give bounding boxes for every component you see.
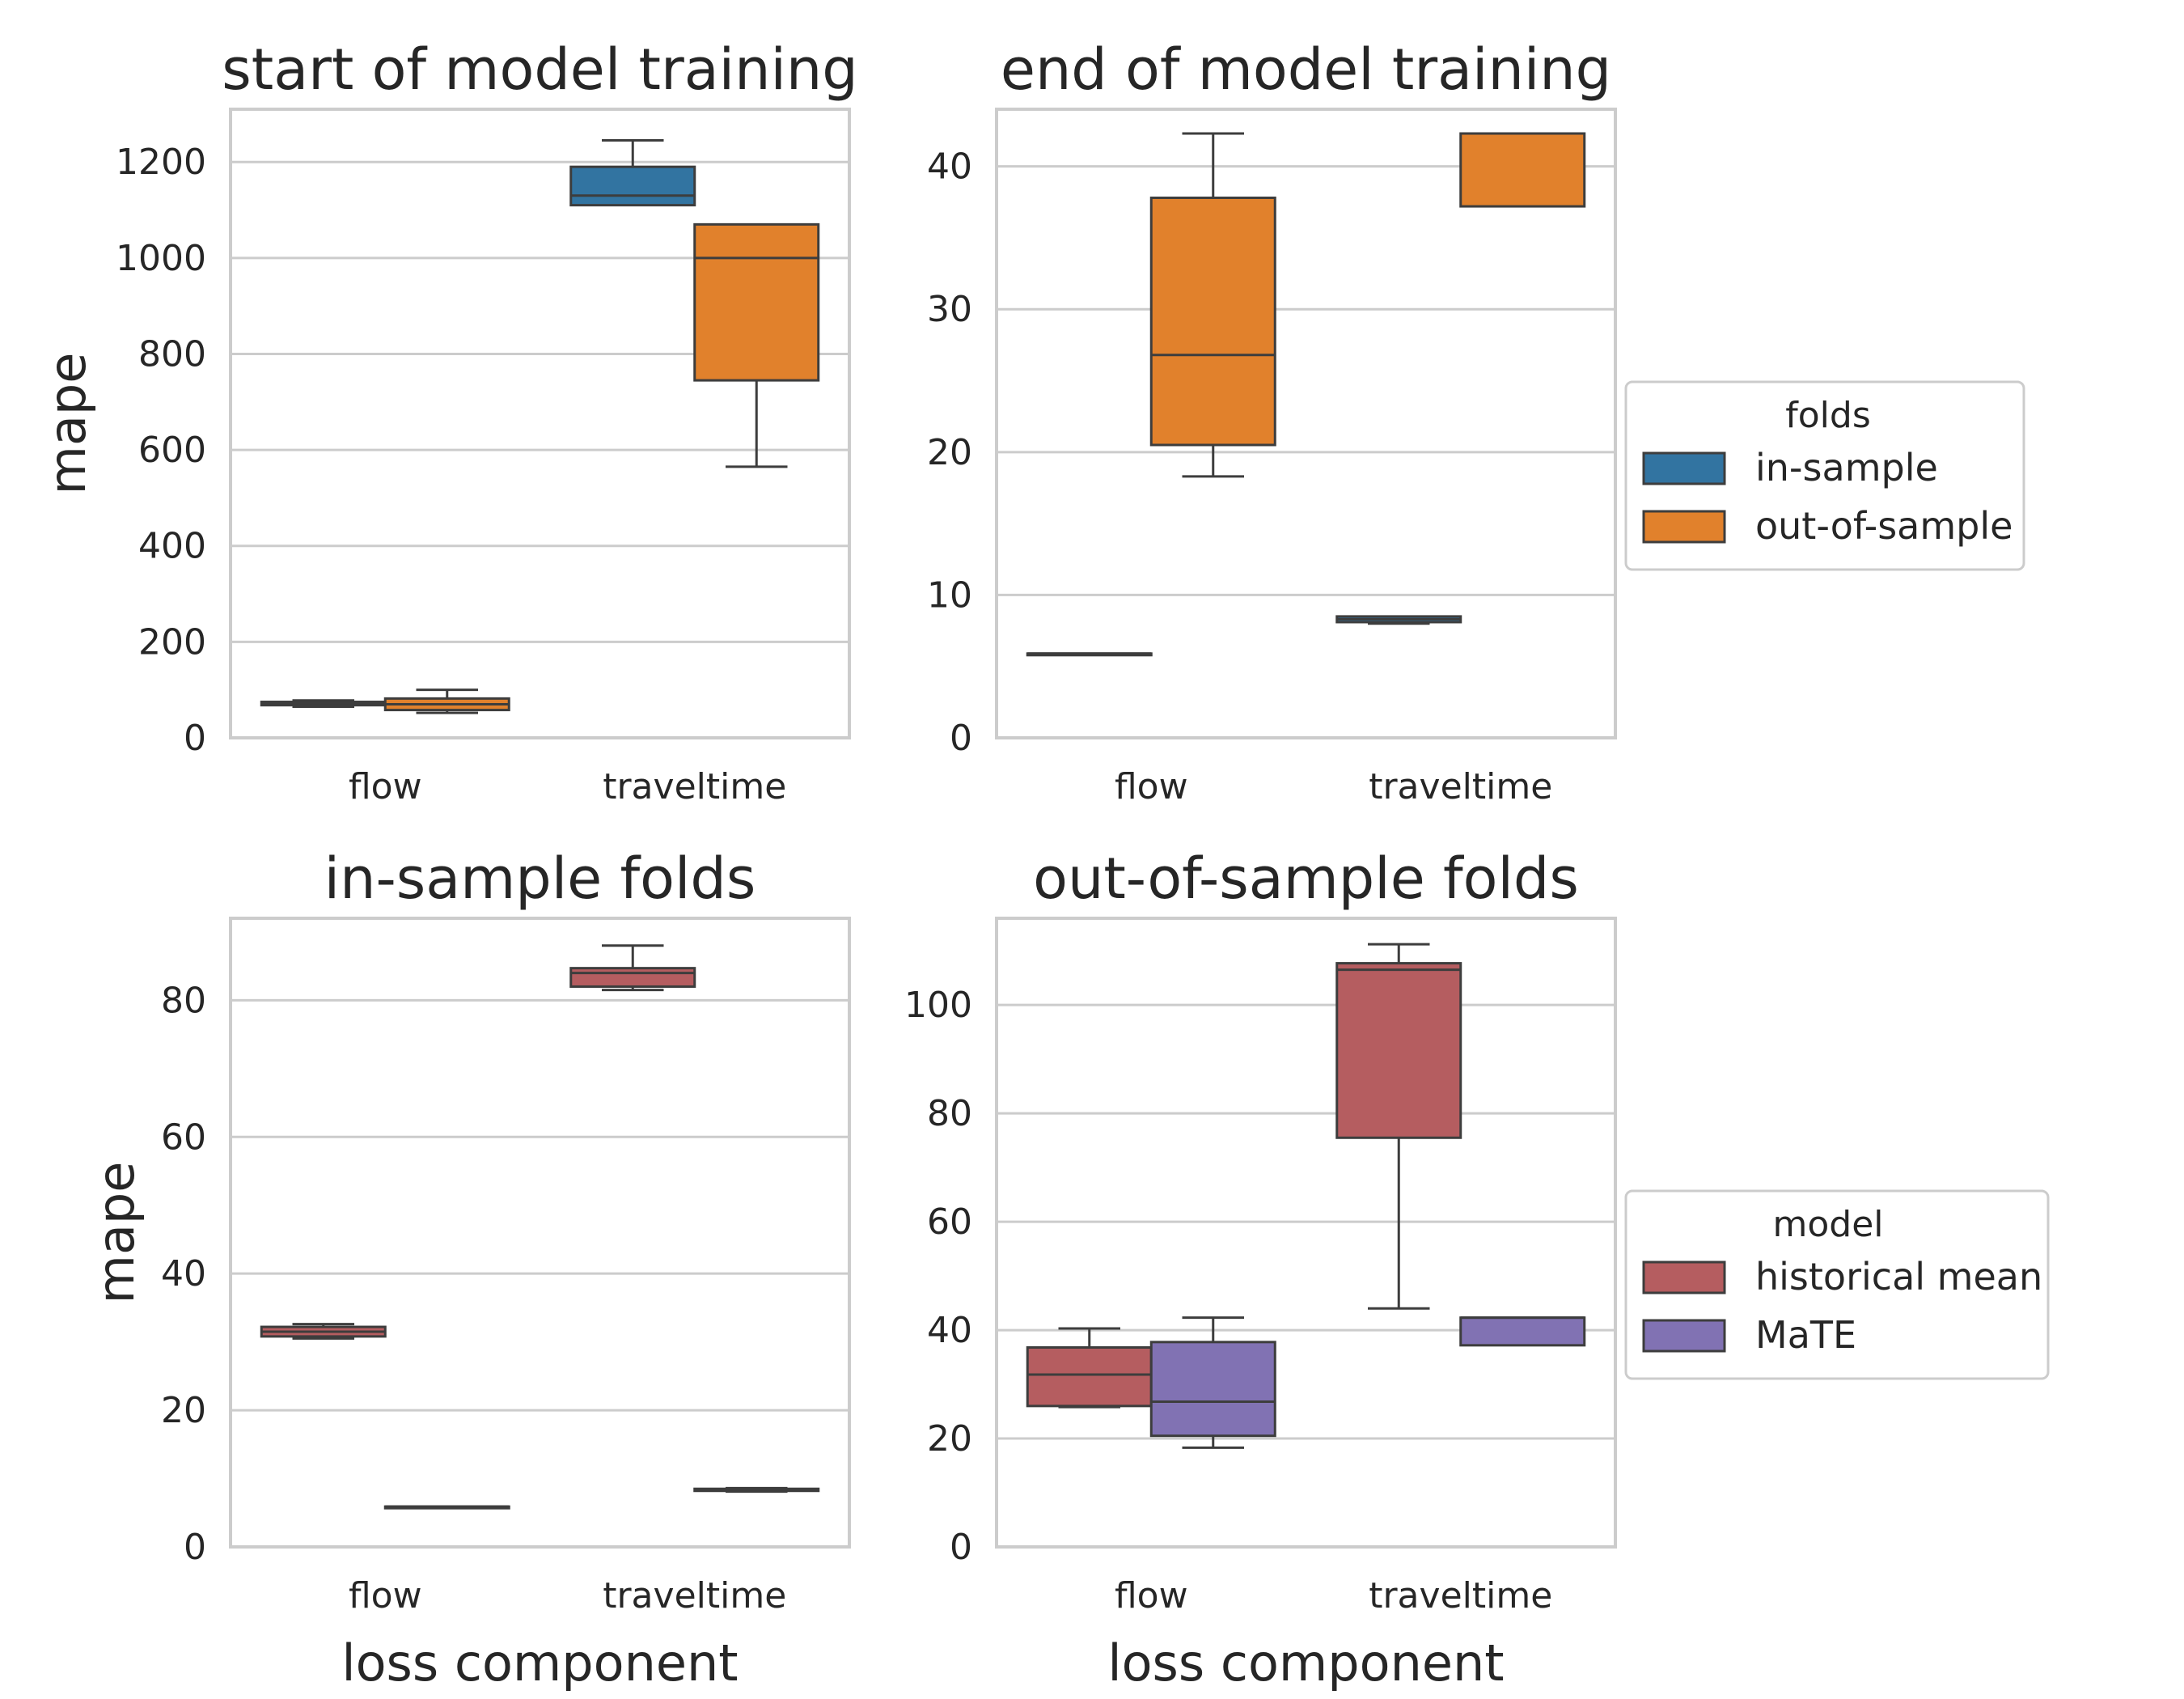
y-tick-label: 30 (927, 289, 972, 330)
x-tick-label: traveltime (603, 1575, 786, 1616)
y-tick-label: 60 (927, 1201, 972, 1243)
box-flow-historical-mean (260, 1323, 387, 1340)
box-body (1459, 132, 1586, 208)
y-tick-label: 40 (927, 146, 972, 188)
chart-panel-3: 0 20 40 60 80 flow traveltime in-sample folds lo… (87, 845, 851, 1693)
legend-item-label: MaTE (1755, 1313, 1856, 1357)
legend-item-label: out-of-sample (1755, 504, 2013, 548)
y-tick-label: 20 (927, 432, 972, 473)
box-body (1149, 196, 1276, 447)
legend: folds in-sample out-of-sample (1624, 380, 2025, 571)
box-body (569, 165, 696, 207)
box-body (1459, 1316, 1586, 1347)
chart-title: out-of-sample folds (1033, 845, 1579, 912)
box-body (693, 222, 820, 382)
box-traveltime-out-of-sample (693, 222, 820, 468)
y-tick-label: 80 (161, 980, 206, 1021)
x-tick-label: flow (349, 766, 422, 807)
chart-panel-1: 0 200 400 600 800 1000 1200 flow traveltime start… (38, 36, 858, 807)
x-tick-label: flow (1115, 1575, 1188, 1616)
y-tick-label: 40 (927, 1310, 972, 1351)
legend-swatch (1642, 510, 1726, 544)
y-tick-label: 40 (161, 1253, 206, 1294)
box-body (1149, 1341, 1276, 1438)
y-tick-label: 80 (927, 1093, 972, 1134)
box-flow-MaTE (1149, 1316, 1276, 1449)
legend-title: model (1772, 1204, 1883, 1245)
y-tick-label: 600 (138, 430, 206, 471)
box-body (569, 967, 696, 988)
chart-panel-4: 0 20 40 60 80 100 flow traveltime out-of-sample … (904, 845, 2050, 1693)
legend-item-label: in-sample (1755, 446, 1938, 489)
box-flow-out-of-sample (1149, 132, 1276, 478)
box-body (1026, 1346, 1153, 1408)
x-tick-label: traveltime (1369, 766, 1552, 807)
box-flow-historical-mean (1026, 1327, 1153, 1409)
y-tick-label: 0 (950, 718, 972, 759)
y-tick-label: 0 (184, 1527, 206, 1568)
plot-frame (995, 917, 1617, 1549)
box-traveltime-in-sample (569, 139, 696, 207)
box-flow-MaTE (383, 1505, 510, 1510)
box-traveltime-out-of-sample (1459, 132, 1586, 208)
x-tick-label: flow (1115, 766, 1188, 807)
box-traveltime-MaTE (1459, 1316, 1586, 1347)
y-tick-label: 0 (950, 1527, 972, 1568)
plot-frame (229, 108, 851, 739)
x-tick-label: traveltime (603, 766, 786, 807)
y-axis-label: mape (87, 1162, 146, 1304)
x-tick-label: flow (349, 1575, 422, 1616)
legend-swatch (1642, 451, 1726, 485)
legend: model historical mean MaTE (1624, 1189, 2050, 1380)
chart-panel-2: 0 10 20 30 40 flow traveltime end of model trai… (927, 36, 2025, 807)
box-flow-out-of-sample (383, 688, 510, 714)
box-traveltime-in-sample (1335, 615, 1462, 625)
y-axis-label: mape (38, 353, 97, 495)
x-tick-label: traveltime (1369, 1575, 1552, 1616)
box-flow-in-sample (1026, 652, 1153, 657)
y-tick-label: 20 (927, 1418, 972, 1460)
y-tick-label: 800 (138, 333, 206, 375)
plot-frame (995, 108, 1617, 739)
box-body (1335, 962, 1462, 1139)
chart-title: in-sample folds (324, 845, 756, 912)
legend-title: folds (1785, 395, 1871, 436)
chart-title: start of model training (222, 36, 857, 103)
y-tick-label: 100 (904, 985, 972, 1026)
x-axis-label: loss component (1107, 1633, 1504, 1693)
plot-frame (229, 917, 851, 1549)
y-tick-label: 200 (138, 621, 206, 663)
y-tick-label: 60 (161, 1116, 206, 1158)
legend-frame (1624, 1189, 2050, 1380)
y-tick-label: 1200 (116, 142, 206, 183)
y-tick-label: 400 (138, 526, 206, 567)
chart-title: end of model training (1001, 36, 1611, 103)
legend-swatch (1642, 1260, 1726, 1294)
box-traveltime-MaTE (693, 1486, 820, 1494)
y-tick-label: 20 (161, 1390, 206, 1431)
box-flow-in-sample (260, 699, 387, 708)
y-tick-label: 1000 (116, 238, 206, 279)
legend-item-label: historical mean (1755, 1255, 2042, 1299)
box-traveltime-historical-mean (569, 944, 696, 992)
box-traveltime-historical-mean (1335, 943, 1462, 1310)
y-tick-label: 0 (184, 718, 206, 759)
x-axis-label: loss component (341, 1633, 738, 1693)
y-tick-label: 10 (927, 574, 972, 616)
legend-swatch (1642, 1319, 1726, 1353)
